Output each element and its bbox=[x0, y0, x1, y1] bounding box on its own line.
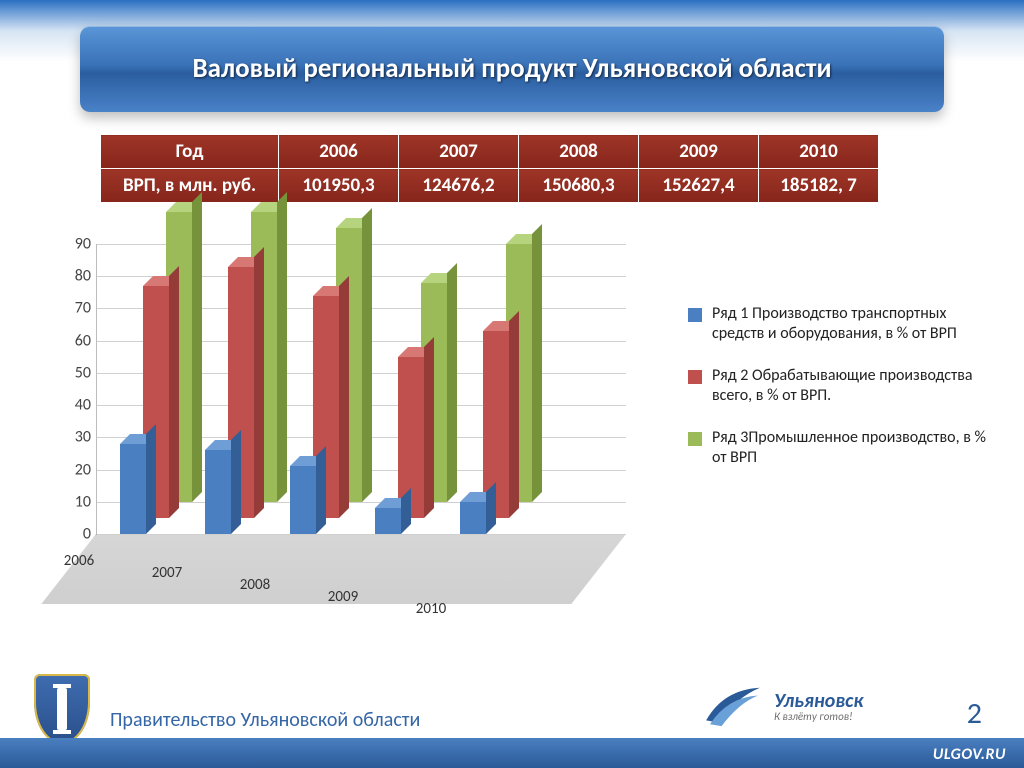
chart-legend: Ряд 1 Производство транспортных средств … bbox=[688, 304, 988, 490]
swoosh-icon bbox=[704, 682, 762, 730]
category-label: 2010 bbox=[416, 600, 446, 618]
footer-url: ULGOV.RU bbox=[933, 745, 1006, 764]
slide-title: Валовый региональный продукт Ульяновской… bbox=[80, 26, 944, 112]
table-year-cell: 2008 bbox=[519, 135, 639, 169]
table-row-label: ВРП, в млн. руб. bbox=[101, 169, 279, 203]
table-year-cell: 2009 bbox=[639, 135, 759, 169]
table-value-cell: 185182, 7 bbox=[759, 169, 879, 203]
bar bbox=[375, 508, 401, 534]
logo-title: Ульяновск bbox=[774, 691, 863, 711]
legend-item: Ряд 1 Производство транспортных средств … bbox=[688, 304, 988, 344]
table-header-row: Год 2006 2007 2008 2009 2010 bbox=[101, 135, 879, 169]
footer: Правительство Ульяновской области Ульяно… bbox=[0, 672, 1024, 768]
legend-item: Ряд 2 Обрабатывающие производства всего,… bbox=[688, 366, 988, 406]
page-number: 2 bbox=[967, 695, 982, 732]
y-axis-tick: 10 bbox=[51, 492, 91, 511]
legend-label: Ряд 2 Обрабатывающие производства всего,… bbox=[712, 366, 988, 406]
chart-gridline bbox=[97, 534, 626, 535]
bar bbox=[205, 450, 231, 534]
y-axis-tick: 90 bbox=[51, 235, 91, 254]
grp-table: Год 2006 2007 2008 2009 2010 ВРП, в млн.… bbox=[100, 134, 879, 203]
table-value-cell: 152627,4 bbox=[639, 169, 759, 203]
table-value-row: ВРП, в млн. руб. 101950,3 124676,2 15068… bbox=[101, 169, 879, 203]
category-label: 2007 bbox=[152, 564, 182, 582]
table-year-cell: 2007 bbox=[399, 135, 519, 169]
legend-swatch bbox=[688, 308, 702, 322]
category-label: 2006 bbox=[64, 552, 94, 570]
y-axis-tick: 30 bbox=[51, 428, 91, 447]
bar bbox=[460, 502, 486, 534]
footer-gov-text: Правительство Ульяновской области bbox=[110, 708, 420, 732]
table-value-cell: 124676,2 bbox=[399, 169, 519, 203]
bar-chart-3d: 0 10 20 30 40 50 60 70 80 90 2006 2007 2008 2009 2010… bbox=[26, 224, 996, 654]
table-value-cell: 101950,3 bbox=[279, 169, 399, 203]
logo-subtitle: К взлёту готов! bbox=[774, 711, 863, 722]
y-axis-tick: 40 bbox=[51, 396, 91, 415]
footer-bar: ULGOV.RU bbox=[0, 738, 1024, 768]
city-logo: Ульяновск К взлёту готов! bbox=[704, 678, 894, 734]
y-axis-tick: 70 bbox=[51, 299, 91, 318]
legend-swatch bbox=[688, 432, 702, 446]
coat-of-arms-icon bbox=[34, 674, 90, 744]
y-axis-tick: 60 bbox=[51, 331, 91, 350]
bar bbox=[290, 466, 316, 534]
legend-item: Ряд 3Промышленное производство, в % от В… bbox=[688, 428, 988, 468]
legend-swatch bbox=[688, 370, 702, 384]
category-label: 2009 bbox=[328, 588, 358, 606]
y-axis-tick: 0 bbox=[51, 525, 91, 544]
bar bbox=[120, 444, 146, 534]
table-year-cell: 2010 bbox=[759, 135, 879, 169]
table-value-cell: 150680,3 bbox=[519, 169, 639, 203]
y-axis-tick: 50 bbox=[51, 363, 91, 382]
legend-label: Ряд 1 Производство транспортных средств … bbox=[712, 304, 988, 344]
table-year-cell: 2006 bbox=[279, 135, 399, 169]
y-axis-tick: 80 bbox=[51, 267, 91, 286]
y-axis-tick: 20 bbox=[51, 460, 91, 479]
chart-bars bbox=[96, 244, 626, 534]
category-label: 2008 bbox=[240, 576, 270, 594]
table-header-label: Год bbox=[101, 135, 279, 169]
legend-label: Ряд 3Промышленное производство, в % от В… bbox=[712, 428, 988, 468]
bar bbox=[398, 357, 424, 518]
